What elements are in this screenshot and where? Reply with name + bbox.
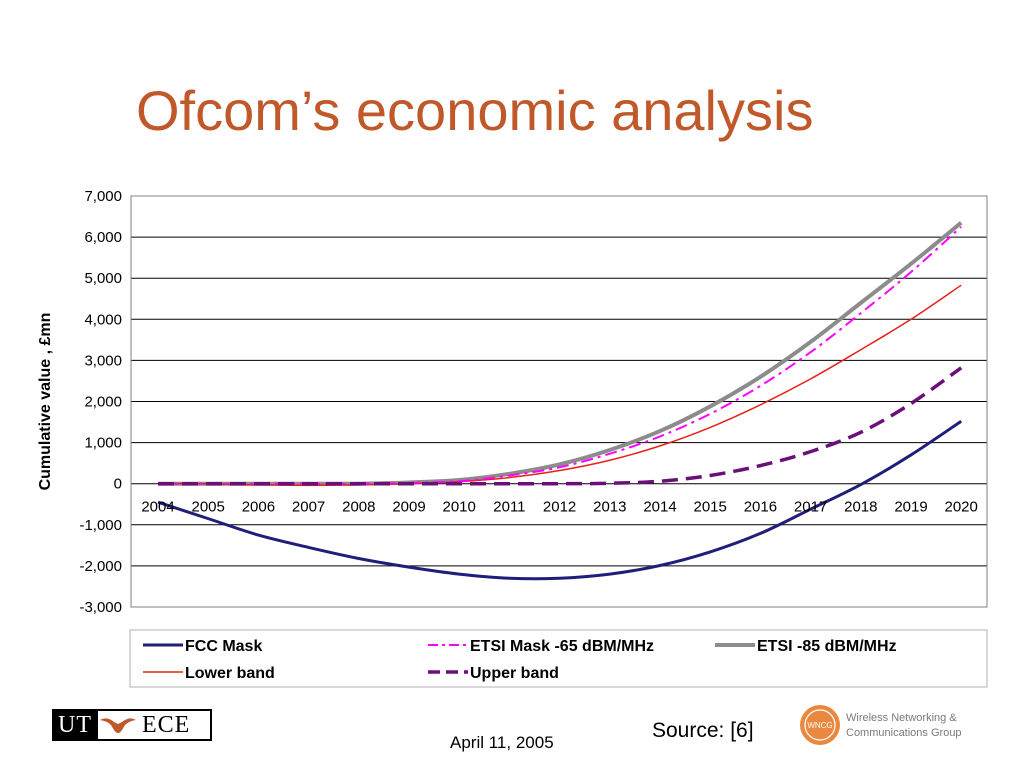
chart-legend: FCC Mask ETSI Mask -65 dBM/MHz ETSI -85 dB… (129, 629, 988, 688)
ece-logo-text: ECE (142, 712, 191, 738)
x-tick-label: 2014 (643, 499, 676, 516)
ut-logo-text: UT (54, 711, 98, 739)
x-tick-label: 2020 (945, 499, 978, 516)
x-tick-label: 2018 (844, 499, 877, 516)
y-tick-label: -2,000 (79, 558, 122, 575)
x-tick-label: 2017 (794, 499, 827, 516)
chart-grid (131, 195, 987, 608)
x-tick-label: 2015 (694, 499, 727, 516)
y-tick-label: 3,000 (84, 352, 122, 369)
longhorn-icon (98, 711, 138, 739)
legend-label: Upper band (470, 665, 559, 682)
series-line-etsi-85-dbm-mhz (158, 221, 963, 486)
legend-label: ETSI Mask -65 dBM/MHz (470, 638, 654, 655)
legend-box (129, 629, 988, 688)
series-line-upper-band (158, 366, 963, 486)
x-tick-label: 2007 (292, 499, 325, 516)
x-tick-label: 2016 (744, 499, 777, 516)
wncg-badge-text: WNCG (807, 721, 832, 730)
x-tick-label: 2006 (242, 499, 275, 516)
plot-area-frame (130, 195, 988, 608)
slide-title: Ofcom’s economic analysis (136, 79, 814, 142)
y-tick-label: 1,000 (84, 435, 122, 452)
y-tick-label: 0 (114, 476, 122, 493)
y-tick-label: 2,000 (84, 394, 122, 411)
x-tick-label: 2010 (443, 499, 476, 516)
x-tick-label: 2009 (392, 499, 425, 516)
chart-series (157, 221, 963, 581)
y-tick-label: 4,000 (84, 311, 122, 328)
slide-date: April 11, 2005 (450, 733, 554, 752)
x-tick-label: 2004 (141, 499, 174, 516)
y-tick-label: 6,000 (84, 229, 122, 246)
x-tick-label: 2019 (894, 499, 927, 516)
legend-label: ETSI -85 dBM/MHz (757, 638, 897, 655)
series-line-fcc-mask (157, 419, 963, 581)
chart-labels: 7,000 6,000 5,000 4,000 3,000 2,000 1,000 0 -1,0… (37, 188, 978, 616)
x-tick-label: 2008 (342, 499, 375, 516)
x-tick-label: 2005 (192, 499, 225, 516)
series-line-etsi-mask-65-dbm-mhz (158, 226, 962, 485)
y-tick-label: -1,000 (79, 517, 122, 534)
legend-label: FCC Mask (185, 638, 262, 655)
wncg-line-1: Wireless Networking & (846, 712, 957, 724)
x-tick-label: 2012 (543, 499, 576, 516)
y-tick-label: 5,000 (84, 270, 122, 287)
y-tick-label: -3,000 (79, 599, 122, 616)
legend-label: Lower band (185, 665, 275, 682)
wncg-group-name: Wireless Networking & Communications Gro… (846, 711, 996, 741)
chart: 7,000 6,000 5,000 4,000 3,000 2,000 1,000 0 -1,0… (37, 188, 988, 688)
y-tick-label: 7,000 (84, 188, 122, 205)
wncg-line-2: Communications Group (846, 727, 962, 739)
x-tick-label: 2013 (593, 499, 626, 516)
ut-ece-logo: UT ECE (52, 709, 212, 741)
source-citation: Source: [6] (652, 719, 754, 742)
wncg-logo-icon: WNCG (800, 705, 840, 745)
x-tick-label: 2011 (493, 499, 525, 516)
series-line-lower-band (157, 284, 962, 487)
chart-axes (130, 195, 988, 608)
y-axis-label: Cumulative value , £mn (37, 313, 54, 491)
